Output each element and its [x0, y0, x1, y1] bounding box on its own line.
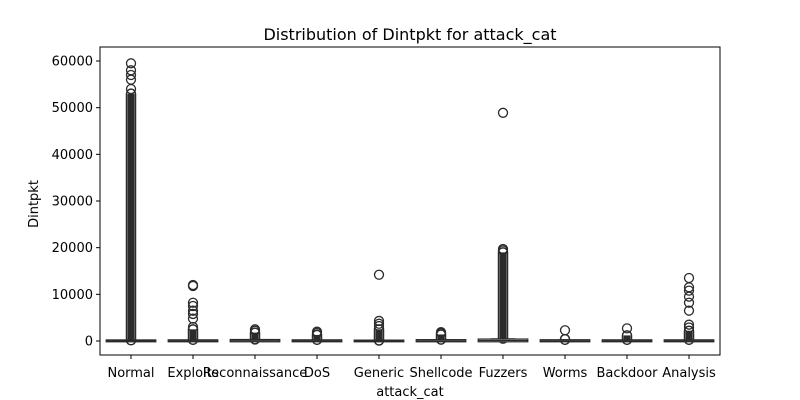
outlier-point [187, 297, 199, 308]
outlier-point [683, 305, 695, 316]
outlier-point [125, 58, 137, 69]
box-shellcode [415, 326, 467, 345]
outlier-point [187, 279, 199, 291]
outlier-point [435, 326, 447, 338]
x-tick-label: Reconnaissance [203, 366, 308, 381]
box-worms [539, 325, 591, 346]
outlier-point [187, 308, 199, 320]
box-dos [291, 326, 343, 346]
outlier-cluster [683, 325, 695, 346]
outlier-cluster [187, 324, 199, 346]
outlier-point [683, 319, 695, 330]
outlier-point [683, 297, 695, 308]
outlier-point [125, 69, 137, 81]
box-analysis [663, 272, 715, 346]
outlier-point [683, 322, 695, 333]
outlier-point [187, 313, 199, 324]
outlier-point [373, 315, 385, 327]
outlier-point [497, 107, 509, 118]
y-tick-label: 10000 [52, 288, 93, 303]
plot-frame [99, 46, 721, 356]
outlier-point [187, 300, 199, 312]
y-tick-label: 0 [85, 335, 93, 350]
box-generic [353, 269, 405, 346]
box-backdoor [601, 323, 653, 346]
outlier-point [373, 269, 385, 280]
outlier-cluster [125, 88, 137, 346]
x-tick-label: Worms [543, 366, 588, 381]
outlier-cluster [435, 329, 447, 345]
x-tick-label: Backdoor [596, 366, 658, 381]
x-tick-label: Shellcode [409, 366, 472, 381]
outlier-cluster [497, 247, 509, 344]
outlier-point [683, 272, 695, 284]
y-axis: 0 10000 20000 30000 40000 50000 60000 [52, 55, 100, 350]
outlier-point [187, 305, 199, 316]
y-tick-label: 30000 [52, 195, 93, 210]
outlier-point [249, 324, 261, 335]
chart-title: Distribution of Dintpkt for attack_cat [263, 25, 556, 45]
outlier-point [559, 325, 571, 336]
box-fuzzers [477, 107, 529, 344]
x-tick-label: Generic [354, 366, 404, 381]
x-tick-label: Normal [107, 366, 154, 381]
outlier-point [373, 318, 385, 329]
outlier-point [683, 285, 695, 296]
outlier-cluster [621, 330, 633, 346]
outlier-point [497, 243, 509, 255]
y-tick-label: 50000 [52, 101, 93, 116]
x-axis-label: attack_cat [376, 385, 444, 400]
y-axis-label: Dintpkt [27, 180, 42, 228]
box-exploits [167, 279, 219, 346]
y-tick-label: 40000 [52, 148, 93, 163]
outlier-point [621, 323, 633, 334]
plot-area [105, 58, 715, 346]
outlier-cluster [249, 327, 261, 345]
outlier-cluster [311, 329, 323, 346]
box-normal [105, 58, 157, 346]
box-reconnaissance [229, 324, 281, 345]
y-tick-label: 60000 [52, 55, 93, 70]
x-tick-label: DoS [304, 366, 330, 381]
x-tick-label: Analysis [662, 366, 716, 381]
x-tick-label: Exploits [167, 366, 218, 381]
y-tick-label: 20000 [52, 241, 93, 256]
outlier-point [125, 65, 137, 76]
x-tick-label: Fuzzers [479, 366, 528, 381]
outlier-point [311, 326, 323, 337]
